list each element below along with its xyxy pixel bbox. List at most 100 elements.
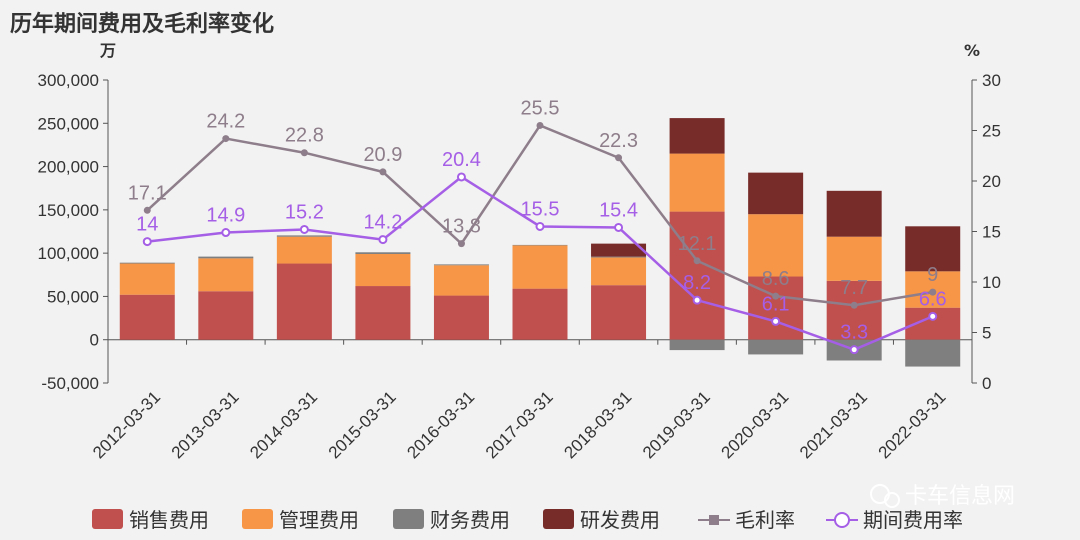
point-毛利率 bbox=[850, 301, 858, 309]
bar-2019-03-31-series3 bbox=[669, 118, 725, 154]
data-label-毛利率: 22.8 bbox=[285, 125, 324, 147]
legend-swatch bbox=[242, 509, 273, 529]
left-axis-unit: 万 bbox=[99, 41, 116, 60]
bar-2019-03-31-series2 bbox=[669, 339, 725, 351]
bar-2017-03-31-series0 bbox=[512, 288, 568, 340]
bar-2012-03-31-series1 bbox=[119, 263, 175, 295]
data-label-毛利率: 12.1 bbox=[678, 233, 717, 255]
legend-swatch-marker bbox=[709, 515, 719, 525]
legend-label: 销售费用 bbox=[129, 508, 209, 532]
bar-2015-03-31-series0 bbox=[355, 286, 411, 340]
left-axis-tick-label: 50,000 bbox=[47, 287, 99, 306]
x-axis-label: 2021-03-31 bbox=[796, 387, 871, 462]
data-label-毛利率: 22.3 bbox=[599, 130, 638, 152]
bar-2022-03-31-series3 bbox=[905, 226, 961, 272]
bar-2018-03-31-series0 bbox=[591, 285, 647, 340]
bar-2020-03-31-series1 bbox=[748, 214, 804, 277]
legend-label: 毛利率 bbox=[735, 508, 795, 532]
left-axis-tick-label: 200,000 bbox=[38, 158, 99, 177]
x-axis-label: 2017-03-31 bbox=[482, 387, 557, 462]
bar-2016-03-31-series1 bbox=[433, 265, 489, 296]
point-期间费用率 bbox=[771, 316, 781, 326]
bar-2018-03-31-series3 bbox=[591, 243, 647, 257]
point-期间费用率 bbox=[928, 311, 938, 321]
bar-2013-03-31-series2 bbox=[198, 256, 254, 259]
point-期间费用率 bbox=[456, 172, 466, 182]
bar-2015-03-31-series1 bbox=[355, 254, 411, 287]
data-label-期间费用率: 15.2 bbox=[285, 201, 324, 223]
data-label-毛利率: 25.5 bbox=[521, 97, 560, 119]
point-毛利率 bbox=[693, 257, 701, 265]
data-label-毛利率: 8.6 bbox=[762, 268, 790, 290]
legend-swatch-marker bbox=[834, 512, 850, 528]
point-毛利率 bbox=[536, 121, 544, 129]
x-axis-label: 2020-03-31 bbox=[718, 387, 793, 462]
point-毛利率 bbox=[300, 149, 308, 157]
left-axis-tick-label: 300,000 bbox=[38, 71, 99, 90]
bar-2019-03-31-series1 bbox=[669, 153, 725, 212]
bar-2014-03-31-series1 bbox=[276, 236, 332, 264]
bar-2014-03-31-series0 bbox=[276, 263, 332, 340]
data-label-期间费用率: 14.2 bbox=[363, 212, 402, 234]
bar-2017-03-31-series2 bbox=[512, 244, 568, 246]
bar-2018-03-31-series2 bbox=[591, 256, 647, 258]
wechat-icon bbox=[870, 484, 890, 504]
point-期间费用率 bbox=[299, 224, 309, 234]
point-毛利率 bbox=[615, 154, 623, 162]
data-label-期间费用率: 15.5 bbox=[521, 198, 560, 220]
legend-label: 研发费用 bbox=[580, 508, 660, 532]
point-期间费用率 bbox=[849, 345, 859, 355]
data-label-毛利率: 13.8 bbox=[442, 216, 481, 238]
point-期间费用率 bbox=[142, 237, 152, 247]
left-axis-tick-label: -50,000 bbox=[41, 374, 99, 393]
bar-2021-03-31-series0 bbox=[826, 280, 882, 340]
right-axis-tick-label: 15 bbox=[982, 223, 1001, 242]
legend-label: 管理费用 bbox=[279, 508, 359, 532]
right-axis-tick-label: 10 bbox=[982, 273, 1001, 292]
point-毛利率 bbox=[379, 168, 387, 176]
right-axis-unit: % bbox=[964, 41, 980, 60]
legend-label: 期间费用率 bbox=[863, 508, 963, 532]
legend-swatch bbox=[92, 509, 123, 529]
data-label-期间费用率: 14 bbox=[136, 214, 158, 236]
watermark-text: 卡车信息网 bbox=[905, 484, 1015, 509]
point-期间费用率 bbox=[378, 235, 388, 245]
data-label-毛利率: 20.9 bbox=[363, 144, 402, 166]
data-label-期间费用率: 3.3 bbox=[840, 322, 868, 344]
bar-2020-03-31-series2 bbox=[748, 339, 804, 355]
point-毛利率 bbox=[772, 292, 780, 300]
bar-2015-03-31-series2 bbox=[355, 252, 411, 255]
x-axis-label: 2013-03-31 bbox=[168, 387, 243, 462]
bar-2020-03-31-series3 bbox=[748, 172, 804, 215]
x-axis-label: 2014-03-31 bbox=[246, 387, 321, 462]
data-label-期间费用率: 15.4 bbox=[599, 199, 638, 221]
bar-2016-03-31-series2 bbox=[433, 264, 489, 266]
point-毛利率 bbox=[143, 206, 151, 214]
x-axis-label: 2022-03-31 bbox=[875, 387, 950, 462]
data-label-期间费用率: 8.2 bbox=[683, 272, 711, 294]
wechat-icon-bubble bbox=[884, 492, 900, 508]
x-axis-label: 2015-03-31 bbox=[325, 387, 400, 462]
legend-swatch bbox=[393, 509, 424, 529]
point-毛利率 bbox=[929, 288, 937, 296]
point-期间费用率 bbox=[535, 221, 545, 231]
data-label-毛利率: 24.2 bbox=[206, 111, 245, 133]
right-axis-tick-label: 5 bbox=[982, 324, 991, 343]
bar-2018-03-31-series1 bbox=[591, 257, 647, 286]
point-期间费用率 bbox=[614, 222, 624, 232]
bar-2022-03-31-series2 bbox=[905, 339, 961, 367]
right-axis-tick-label: 0 bbox=[982, 374, 991, 393]
right-axis-tick-label: 25 bbox=[982, 122, 1001, 141]
bar-2021-03-31-series1 bbox=[826, 236, 882, 281]
data-label-期间费用率: 20.4 bbox=[442, 149, 481, 171]
bar-2013-03-31-series0 bbox=[198, 291, 254, 340]
x-axis-label: 2016-03-31 bbox=[403, 387, 478, 462]
data-label-期间费用率: 6.1 bbox=[762, 293, 790, 315]
bar-2012-03-31-series2 bbox=[119, 262, 175, 264]
legend-label: 财务费用 bbox=[430, 508, 510, 532]
data-label-毛利率: 17.1 bbox=[128, 182, 167, 204]
bar-2021-03-31-series3 bbox=[826, 190, 882, 237]
right-axis-tick-label: 30 bbox=[982, 71, 1001, 90]
point-期间费用率 bbox=[692, 295, 702, 305]
